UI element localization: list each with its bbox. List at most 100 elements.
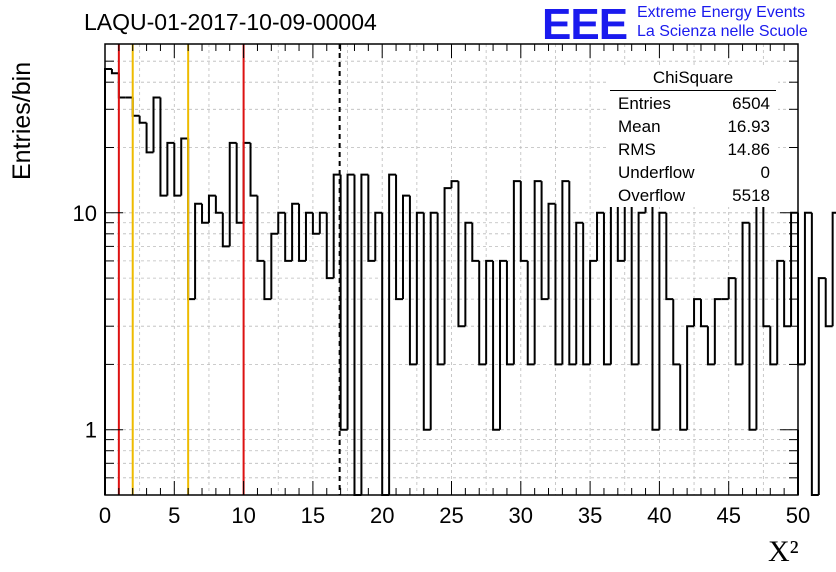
histogram-bin: [117, 73, 126, 99]
histogram-bin: [797, 212, 805, 366]
histogram-bin: [665, 212, 674, 301]
histogram-bin: [429, 211, 438, 430]
histogram-bin: [360, 173, 369, 495]
histogram-bin: [783, 260, 792, 328]
stats-label: Underflow: [618, 163, 695, 182]
histogram-bin: [298, 203, 306, 262]
histogram-bin: [658, 211, 667, 430]
histogram-bin: [492, 260, 501, 431]
histogram-bin: [616, 203, 625, 262]
x-tick-label: 45: [716, 503, 740, 528]
histogram-bin: [318, 211, 327, 234]
histogram-bin: [679, 364, 688, 431]
stats-label: Overflow: [618, 186, 686, 205]
histogram-bin: [776, 259, 785, 365]
histogram-bin: [256, 195, 265, 262]
histogram-bin: [145, 122, 154, 154]
histogram-bin: [609, 202, 618, 365]
histogram-bin: [464, 221, 473, 327]
x-tick-label: 5: [168, 503, 180, 528]
histogram-bin: [104, 68, 112, 495]
histogram-bin: [270, 232, 279, 300]
histogram-bin: [401, 194, 410, 300]
histogram-bin: [138, 115, 147, 124]
histogram-bin: [741, 221, 750, 365]
histogram-bin: [422, 212, 431, 431]
stats-label: Entries: [618, 94, 671, 113]
histogram-bin: [582, 222, 591, 366]
x-tick-label: 40: [647, 503, 671, 528]
histogram-bin: [561, 180, 570, 365]
histogram-bin: [596, 211, 604, 261]
histogram-bin: [762, 195, 771, 328]
histogram-bin: [547, 202, 556, 300]
eee-logo: EEE: [542, 0, 628, 49]
histogram-bin: [415, 211, 424, 365]
histogram-bin: [346, 173, 355, 430]
histogram-bin: [589, 259, 598, 365]
histogram-bin: [755, 194, 764, 430]
x-tick-label: 0: [99, 503, 111, 528]
histogram-bin: [374, 211, 383, 261]
histogram-bin: [166, 141, 175, 196]
x-tick-label: 25: [439, 503, 463, 528]
axis-ticks: [104, 44, 799, 495]
histogram-bin: [748, 222, 757, 431]
histogram-bin: [693, 298, 701, 327]
stats-label: RMS: [618, 140, 656, 159]
x-tick-label: 10: [231, 503, 255, 528]
histogram-bin: [554, 203, 563, 366]
stats-value: 0: [760, 163, 770, 182]
histogram-bin: [381, 212, 390, 496]
histogram-bin: [706, 326, 715, 366]
histogram-bin: [110, 69, 119, 75]
histogram-bin: [159, 97, 168, 197]
logo-line-2: La Scienza nelle Scuole: [637, 23, 808, 40]
stats-title: ChiSquare: [610, 67, 776, 91]
histogram-bin: [803, 211, 812, 365]
histogram-bin: [131, 97, 140, 117]
logo-line-1: Extreme Energy Events: [637, 4, 806, 21]
histogram-bin: [533, 180, 542, 365]
stats-row-overflow: Overflow 5518: [608, 184, 778, 207]
histogram-bin: [367, 174, 376, 262]
histogram-bin: [568, 181, 577, 366]
histogram-bin: [325, 212, 334, 280]
stats-value: 16.93: [727, 117, 770, 136]
histogram-bin: [339, 174, 348, 431]
histogram-bin: [443, 187, 452, 365]
histogram-bin: [790, 211, 798, 327]
histogram-bin: [187, 138, 196, 301]
histogram-bin: [651, 195, 660, 431]
histogram-bin: [201, 203, 209, 224]
histogram-bin: [263, 260, 272, 301]
x-axis-label: X²: [768, 535, 799, 568]
stats-value: 6504: [732, 94, 770, 113]
histogram-bin: [408, 195, 417, 366]
histogram-bin: [284, 212, 293, 262]
marker-lines: [117, 44, 341, 495]
histogram-bin: [727, 277, 736, 300]
stats-row-entries: Entries 6504: [608, 92, 778, 115]
stats-value: 5518: [732, 186, 770, 205]
histogram-bin: [485, 259, 494, 365]
histogram-bin: [436, 212, 445, 366]
histogram-bin: [457, 181, 466, 328]
histogram-bin: [180, 137, 189, 196]
histogram-bin: [478, 260, 487, 366]
histogram-bin: [699, 299, 708, 328]
histogram-bin: [713, 298, 722, 365]
histogram-bin: [512, 180, 521, 365]
histogram-bin: [505, 260, 514, 366]
histogram-bin: [173, 142, 182, 197]
histogram-bin: [810, 212, 819, 496]
histogram-bin: [499, 259, 507, 430]
x-tick-label: 20: [370, 503, 394, 528]
histogram-bin: [575, 221, 584, 365]
histogram-bin: [471, 222, 480, 262]
y-tick-label: 10: [73, 201, 97, 226]
stats-row-underflow: Underflow 0: [608, 161, 778, 184]
histogram-bin: [221, 212, 230, 248]
histogram-bin: [602, 212, 611, 366]
histogram-bin: [623, 202, 632, 261]
